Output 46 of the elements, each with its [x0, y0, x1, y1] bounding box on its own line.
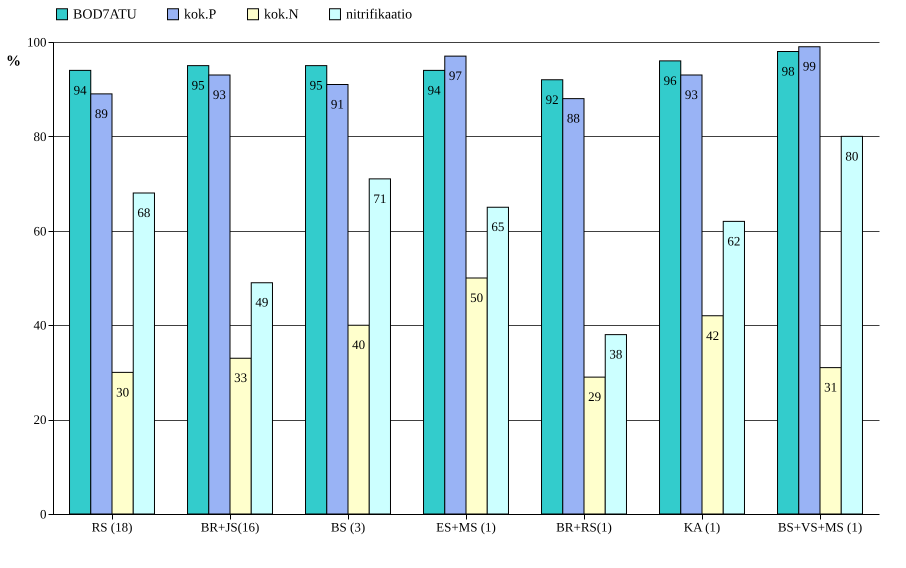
x-tick-label: ES+MS (1): [436, 520, 496, 534]
data-label: 29: [588, 389, 602, 404]
data-label: 62: [727, 233, 740, 248]
data-label: 94: [428, 82, 442, 98]
x-tick-label: BR+JS(16): [200, 520, 260, 534]
y-tick-label: 80: [34, 128, 46, 144]
data-label: 96: [664, 72, 678, 88]
data-label: 38: [609, 346, 622, 362]
x-tick-label: KA (1): [684, 520, 720, 534]
data-label: 97: [448, 68, 462, 84]
data-label: 92: [546, 92, 559, 107]
data-label: 71: [373, 190, 386, 206]
data-label: 93: [212, 87, 226, 102]
data-label: 94: [74, 82, 88, 98]
y-tick-label: 60: [34, 223, 46, 238]
data-label: 30: [116, 384, 130, 400]
data-label: 49: [255, 294, 268, 310]
data-label: 50: [470, 290, 484, 305]
data-label: 68: [137, 205, 150, 220]
y-tick-label: 100: [27, 34, 46, 50]
data-label: 91: [330, 96, 344, 112]
legend-label: kok.P: [184, 7, 216, 22]
x-tick-label: RS (18): [92, 520, 132, 534]
data-label: 65: [491, 219, 504, 234]
y-tick-label: 20: [34, 412, 46, 428]
data-label: 88: [566, 110, 580, 126]
y-tick-label: 0: [40, 506, 46, 522]
y-axis-title: %: [6, 54, 21, 70]
data-label: 33: [234, 370, 248, 386]
x-tick-label: BS+VS+MS (1): [778, 520, 862, 534]
legend-label: nitrifikaatio: [346, 7, 412, 22]
x-tick-label: BS (3): [330, 520, 366, 534]
data-label: 42: [706, 328, 720, 343]
data-label: 80: [845, 148, 858, 164]
data-label: 99: [802, 58, 816, 74]
data-label: 31: [824, 380, 838, 395]
data-label: 98: [782, 63, 795, 78]
legend-label: kok.N: [264, 7, 299, 22]
data-label: 40: [352, 337, 366, 352]
data-label: 95: [310, 78, 323, 93]
y-tick-label: 40: [34, 318, 46, 333]
x-tick-label: BR+RS(1): [556, 520, 612, 534]
legend-label: BOD7ATU: [73, 7, 137, 22]
data-label: 95: [192, 78, 205, 93]
data-label: 93: [684, 87, 698, 102]
data-label: 89: [94, 106, 108, 121]
